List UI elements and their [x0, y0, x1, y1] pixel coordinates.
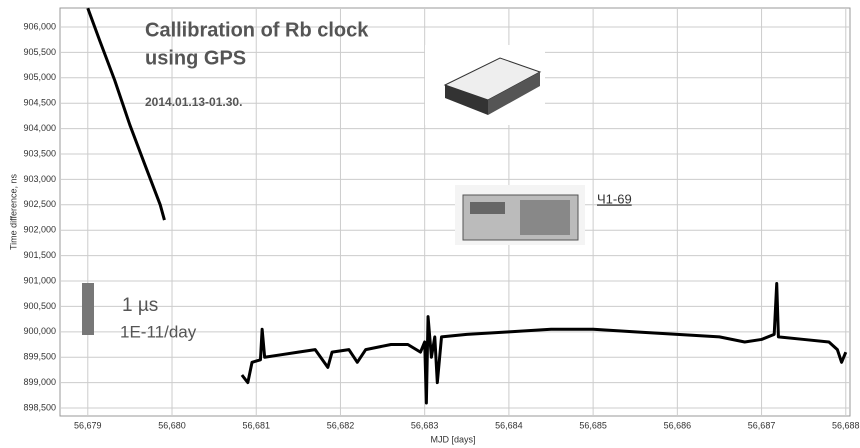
- y-tick-label: 902,500: [23, 199, 56, 209]
- scale-label: 1 µs: [122, 295, 158, 316]
- y-tick-label: 900,000: [23, 326, 56, 336]
- device-label: Ч1-69: [597, 191, 632, 206]
- x-tick-label: 56,683: [411, 420, 439, 430]
- y-tick-label: 905,000: [23, 72, 56, 82]
- chart-subtitle: 2014.01.13-01.30.: [145, 95, 242, 109]
- x-axis-label: MJD [days]: [430, 434, 475, 444]
- x-tick-label: 56,680: [158, 420, 186, 430]
- y-tick-label: 899,500: [23, 352, 56, 362]
- chart-title: using GPS: [145, 47, 246, 69]
- x-tick-label: 56,681: [242, 420, 270, 430]
- x-tick-label: 56,682: [327, 420, 355, 430]
- gps-module-image: [425, 45, 545, 125]
- x-tick-label: 56,679: [74, 420, 102, 430]
- y-axis-label: Time difference, ns: [8, 173, 18, 250]
- scale-bar: [82, 283, 94, 335]
- y-tick-label: 901,500: [23, 250, 56, 260]
- y-tick-label: 904,500: [23, 98, 56, 108]
- rb-clock-image: [455, 185, 585, 245]
- x-tick-label: 56,686: [664, 420, 692, 430]
- y-tick-label: 898,500: [23, 402, 56, 412]
- x-tick-label: 56,685: [579, 420, 607, 430]
- x-tick-label: 56,684: [495, 420, 523, 430]
- chart-title: Callibration of Rb clock: [145, 19, 369, 41]
- rate-label: 1E-11/day: [120, 322, 197, 341]
- y-tick-label: 901,000: [23, 275, 56, 285]
- y-tick-label: 903,000: [23, 174, 56, 184]
- y-tick-label: 900,500: [23, 301, 56, 311]
- y-tick-label: 902,000: [23, 225, 56, 235]
- y-tick-label: 905,500: [23, 47, 56, 57]
- x-tick-label: 56,688: [832, 420, 860, 430]
- x-tick-label: 56,687: [748, 420, 776, 430]
- y-tick-label: 903,500: [23, 148, 56, 158]
- y-tick-label: 899,000: [23, 377, 56, 387]
- y-tick-label: 904,000: [23, 123, 56, 133]
- y-tick-label: 906,000: [23, 21, 56, 31]
- chart: Callibration of Rb clock using GPS 2014.…: [0, 0, 860, 448]
